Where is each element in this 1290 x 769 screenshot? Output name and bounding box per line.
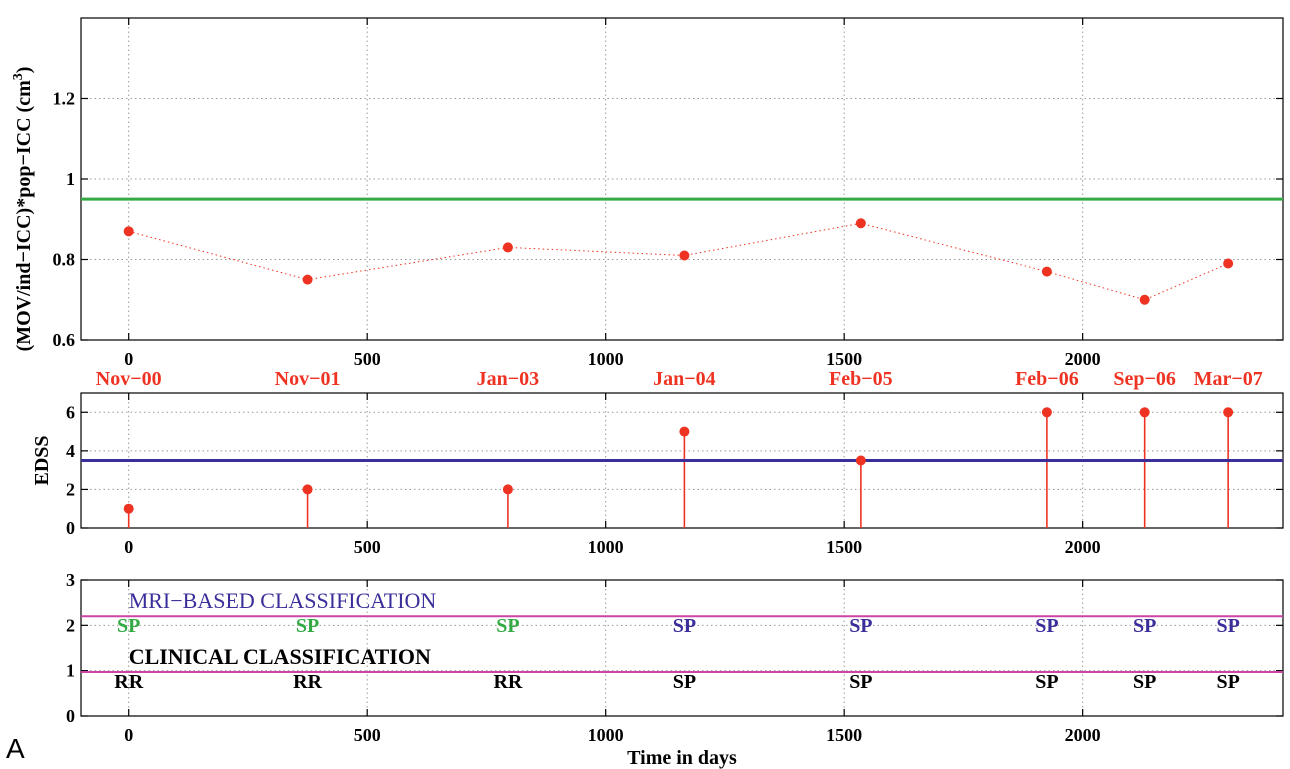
x-tick-label: 500	[354, 537, 381, 557]
mri-class-label: SP	[496, 615, 519, 637]
stem-marker	[1223, 407, 1234, 418]
date-label: Mar−07	[1194, 368, 1263, 390]
clinical-class-label: SP	[849, 671, 872, 693]
stem-marker	[679, 426, 690, 437]
y-tick-label: 2	[66, 615, 75, 635]
x-tick-label: 2000	[1065, 537, 1101, 557]
mri-class-label: SP	[1133, 615, 1156, 637]
x-tick-label: 0	[124, 725, 133, 745]
x-tick-label: 500	[354, 725, 381, 745]
clinical-class-label: SP	[1035, 671, 1058, 693]
y-axis-label: (MOV/ind−ICC)*pop−ICC (cm3)	[11, 67, 35, 352]
data-point	[1139, 294, 1150, 305]
y-axis-label: EDSS	[31, 435, 53, 485]
clinical-caption: CLINICAL CLASSIFICATION	[129, 644, 431, 669]
volume-panel: 0 500 1000 1500 2000 0.6 0.8 1 1.2 (MOV/ind−ICC)*…	[11, 17, 1284, 390]
mri-caption: MRI−BASED CLASSIFICATION	[129, 588, 437, 613]
data-point	[302, 274, 313, 285]
data-point	[1041, 266, 1052, 277]
x-tick-label: 2000	[1065, 349, 1101, 369]
data-point	[123, 226, 134, 237]
x-axis-label: Time in days	[627, 747, 737, 769]
y-tick-label: 1.2	[53, 89, 76, 109]
stem-marker	[502, 484, 513, 495]
edss-panel: 0 500 1000 1500 2000 0 2 4 6 EDSS	[31, 392, 1284, 557]
x-tick-label: 1500	[826, 537, 862, 557]
data-point	[679, 250, 690, 261]
x-tick-label: 1500	[826, 725, 862, 745]
x-tick-label: 500	[354, 349, 381, 369]
y-tick-label: 0.6	[53, 330, 76, 350]
data-point	[1223, 258, 1234, 269]
stem-marker	[1041, 407, 1052, 418]
x-tick-label: 0	[124, 349, 133, 369]
clinical-class-label: RR	[493, 671, 522, 693]
y-axis-label-main: (MOV/ind−ICC)*pop−ICC (cm	[13, 80, 35, 351]
data-point	[502, 242, 513, 253]
data-point	[855, 218, 866, 229]
date-label: Nov−00	[96, 368, 162, 390]
date-label: Sep−06	[1113, 368, 1176, 390]
mri-class-label: SP	[849, 615, 872, 637]
mri-class-label: SP	[117, 615, 140, 637]
x-tick-label: 1500	[826, 349, 862, 369]
series-line	[128, 222, 1229, 301]
x-tick-label: 2000	[1065, 725, 1101, 745]
clinical-class-label: RR	[114, 671, 143, 693]
x-tick-label: 1000	[588, 349, 624, 369]
y-tick-label: 1	[66, 169, 75, 189]
panel-letter: A	[6, 733, 25, 764]
y-tick-label: 6	[66, 402, 75, 422]
y-axis-label-end: )	[13, 67, 35, 74]
mri-class-label: SP	[1216, 615, 1239, 637]
clinical-class-label: SP	[1133, 671, 1156, 693]
y-tick-label: 3	[66, 570, 75, 590]
y-tick-label: 0	[66, 518, 75, 538]
date-label: Jan−04	[653, 368, 716, 390]
clinical-class-label: SP	[673, 671, 696, 693]
date-label: Feb−06	[1015, 368, 1079, 390]
y-tick-label: 4	[66, 441, 75, 461]
mri-class-label: SP	[673, 615, 696, 637]
clinical-class-label: SP	[1216, 671, 1239, 693]
stem-marker	[123, 503, 134, 514]
y-tick-label: 0	[66, 706, 75, 726]
y-tick-label: 1	[66, 661, 75, 681]
stem-marker	[855, 455, 866, 466]
date-label: Jan−03	[477, 368, 540, 390]
mri-class-label: SP	[1035, 615, 1058, 637]
stem-marker	[302, 484, 313, 495]
mri-class-label: SP	[296, 615, 319, 637]
y-tick-label: 2	[66, 479, 75, 499]
x-tick-label: 1000	[588, 537, 624, 557]
stem-marker	[1139, 407, 1150, 418]
clinical-class-label: RR	[293, 671, 322, 693]
x-tick-label: 1000	[588, 725, 624, 745]
x-tick-label: 0	[124, 537, 133, 557]
date-label: Feb−05	[829, 368, 893, 390]
classification-panel: 0 500 1000 1500 2000 0 1 2 3 MRI−BASED CLASSIFICA…	[66, 570, 1284, 769]
y-axis-label-superscript: 3	[11, 73, 26, 80]
axes-frame	[80, 579, 1284, 717]
y-tick-label: 0.8	[53, 250, 76, 270]
date-label: Nov−01	[275, 368, 341, 390]
